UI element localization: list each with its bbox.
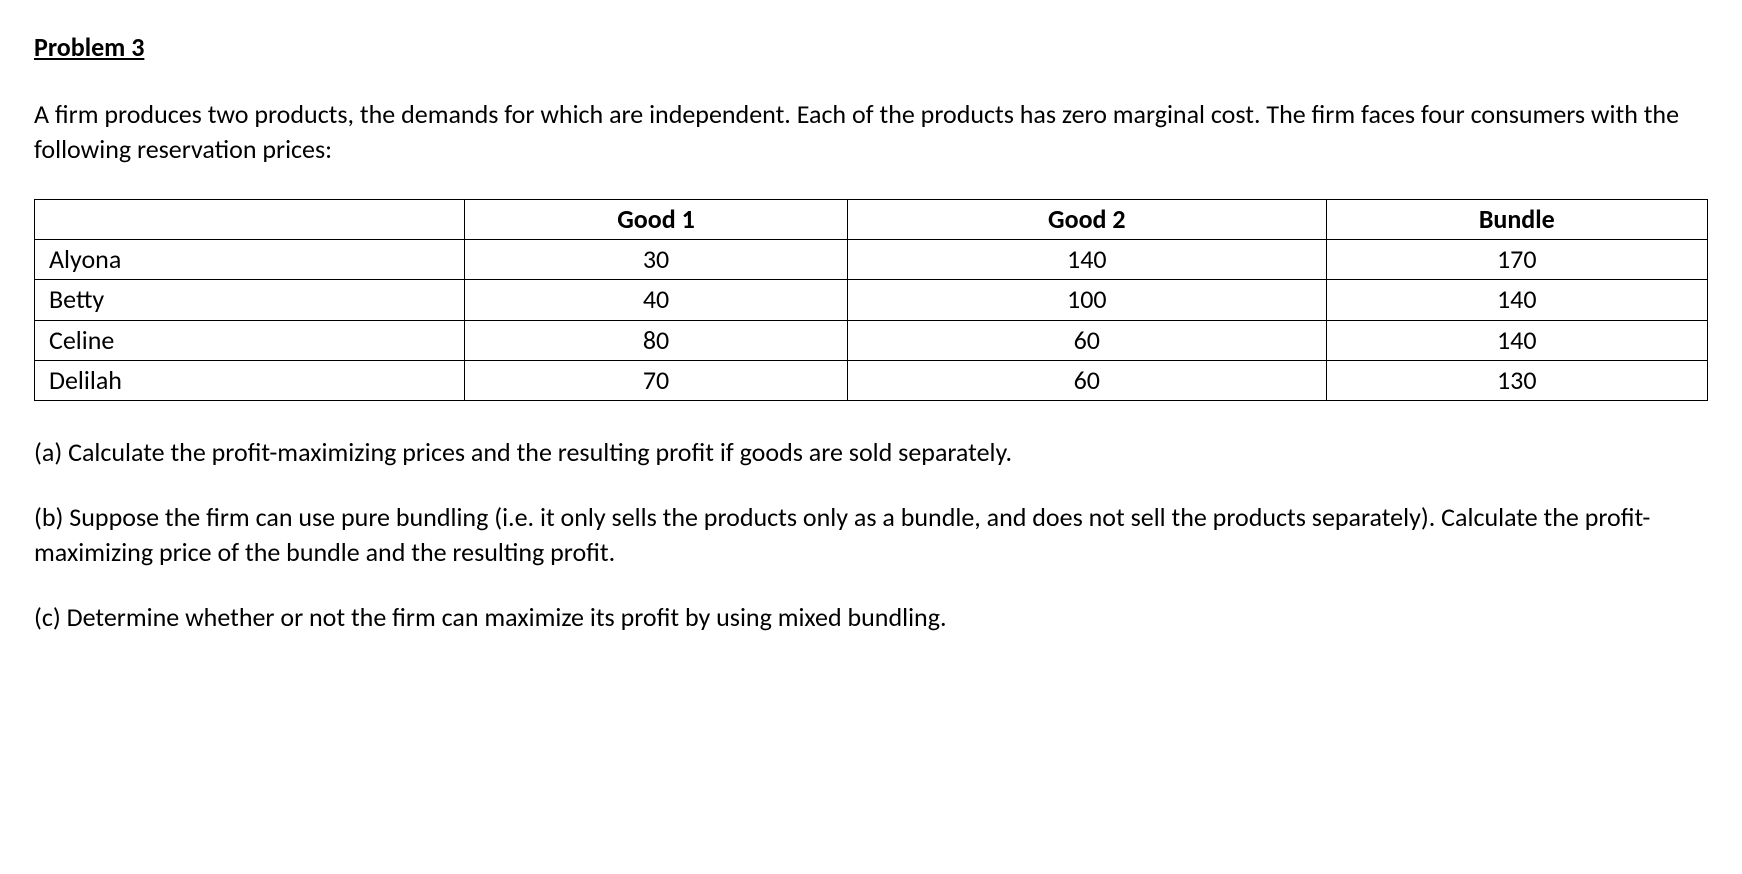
row-label-betty: Betty [35, 280, 465, 320]
table-row: Betty 40 100 140 [35, 280, 1708, 320]
cell-betty-good1: 40 [464, 280, 847, 320]
table-row: Alyona 30 140 170 [35, 240, 1708, 280]
row-label-celine: Celine [35, 320, 465, 360]
table-header-good1: Good 1 [464, 200, 847, 240]
table-header-blank [35, 200, 465, 240]
cell-alyona-bundle: 170 [1326, 240, 1707, 280]
cell-delilah-bundle: 130 [1326, 360, 1707, 400]
table-header-row: Good 1 Good 2 Bundle [35, 200, 1708, 240]
question-b: (b) Suppose the firm can use pure bundli… [34, 500, 1708, 570]
cell-celine-bundle: 140 [1326, 320, 1707, 360]
cell-betty-good2: 100 [848, 280, 1326, 320]
cell-alyona-good1: 30 [464, 240, 847, 280]
cell-delilah-good2: 60 [848, 360, 1326, 400]
question-a: (a) Calculate the profit-maximizing pric… [34, 435, 1708, 470]
cell-alyona-good2: 140 [848, 240, 1326, 280]
cell-celine-good1: 80 [464, 320, 847, 360]
cell-delilah-good1: 70 [464, 360, 847, 400]
row-label-alyona: Alyona [35, 240, 465, 280]
question-c: (c) Determine whether or not the firm ca… [34, 600, 1708, 635]
table-row: Delilah 70 60 130 [35, 360, 1708, 400]
table-row: Celine 80 60 140 [35, 320, 1708, 360]
problem-title: Problem 3 [34, 30, 1708, 65]
table-header-good2: Good 2 [848, 200, 1326, 240]
cell-betty-bundle: 140 [1326, 280, 1707, 320]
reservation-price-table: Good 1 Good 2 Bundle Alyona 30 140 170 B… [34, 199, 1708, 400]
row-label-delilah: Delilah [35, 360, 465, 400]
cell-celine-good2: 60 [848, 320, 1326, 360]
intro-paragraph: A firm produces two products, the demand… [34, 97, 1708, 167]
table-header-bundle: Bundle [1326, 200, 1707, 240]
